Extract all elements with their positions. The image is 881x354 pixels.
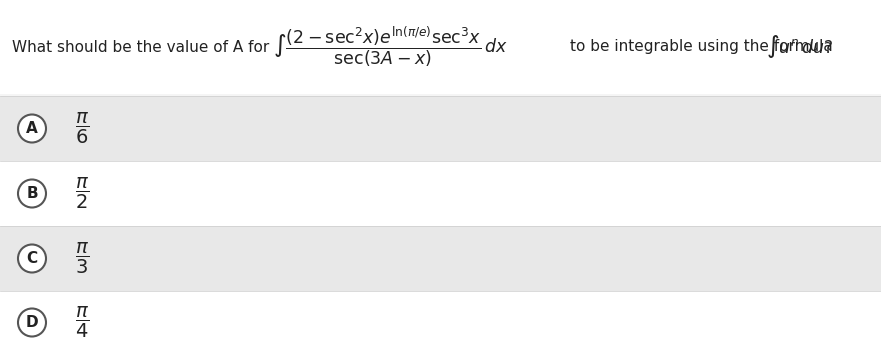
Circle shape: [18, 245, 46, 273]
Circle shape: [18, 308, 46, 337]
Text: $\dfrac{\pi}{4}$: $\dfrac{\pi}{4}$: [75, 305, 89, 340]
Text: $\int u^n\,du$?: $\int u^n\,du$?: [766, 34, 833, 61]
Text: $\dfrac{\pi}{6}$: $\dfrac{\pi}{6}$: [75, 111, 89, 146]
Text: $\int \dfrac{\left(2-\sec^2\!x\right)e^{\ln(\pi/e)}\sec^3\!x}{\sec(3A-x)}\,dx$: $\int \dfrac{\left(2-\sec^2\!x\right)e^{…: [273, 25, 507, 69]
Text: A: A: [26, 121, 38, 136]
Text: to be integrable using the formula: to be integrable using the formula: [570, 40, 833, 55]
Circle shape: [18, 114, 46, 143]
FancyBboxPatch shape: [0, 96, 881, 161]
Circle shape: [18, 179, 46, 207]
Text: $\dfrac{\pi}{3}$: $\dfrac{\pi}{3}$: [75, 241, 89, 276]
Text: C: C: [26, 251, 38, 266]
Text: What should be the value of A for: What should be the value of A for: [12, 40, 270, 55]
Text: D: D: [26, 315, 38, 330]
Text: B: B: [26, 186, 38, 201]
Text: $\dfrac{\pi}{2}$: $\dfrac{\pi}{2}$: [75, 176, 89, 211]
FancyBboxPatch shape: [0, 226, 881, 291]
FancyBboxPatch shape: [0, 0, 881, 94]
FancyBboxPatch shape: [0, 291, 881, 354]
FancyBboxPatch shape: [0, 161, 881, 226]
